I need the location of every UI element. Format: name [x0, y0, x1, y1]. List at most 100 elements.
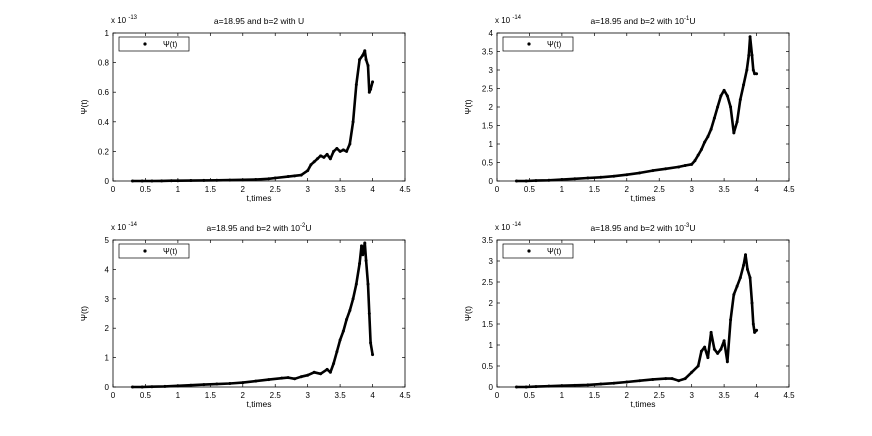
- y-tick-label: 3: [489, 66, 494, 75]
- x-tick-label: 3: [689, 391, 694, 400]
- legend: Ψ(t): [502, 243, 574, 259]
- chart-title: a=18.95 and b=2 with 10-1U: [590, 16, 695, 26]
- series-line: [516, 35, 757, 183]
- data-point: [363, 49, 367, 53]
- legend-label: Ψ(t): [547, 247, 562, 256]
- y-tick-label: 1: [105, 29, 110, 38]
- x-tick-label: 2.5: [654, 185, 666, 194]
- data-point: [709, 330, 713, 334]
- y-tick-label: 1.5: [482, 320, 494, 329]
- axis-scale-factor: x 10 -13: [111, 15, 138, 25]
- x-tick-label: 3.5: [719, 185, 731, 194]
- data-point: [364, 259, 368, 263]
- x-tick-label: 3.5: [335, 185, 347, 194]
- chart-title-suffix: U: [689, 16, 695, 26]
- legend-box: [118, 36, 190, 52]
- series-line: [132, 49, 374, 183]
- chart-title-exponent: -2: [300, 223, 306, 229]
- y-tick-label: 0.5: [482, 362, 494, 371]
- axes-box: [112, 32, 406, 182]
- series-line: [132, 241, 374, 389]
- data-point: [130, 179, 134, 183]
- legend-label: Ψ(t): [163, 40, 178, 49]
- y-tick-label: 0.2: [98, 147, 110, 156]
- chart-title-suffix: U: [305, 223, 311, 233]
- data-point: [683, 377, 687, 381]
- data-point: [573, 177, 577, 181]
- x-tick-label: 4.5: [783, 185, 795, 194]
- legend: Ψ(t): [502, 36, 574, 52]
- data-point: [160, 179, 164, 183]
- x-tick-label: 1: [176, 185, 181, 194]
- data-point: [312, 160, 316, 164]
- chart-title-text: a=18.95 and b=2 with 10: [590, 223, 684, 233]
- data-point: [677, 379, 681, 383]
- x-tick-label: 1: [560, 185, 565, 194]
- data-point: [612, 381, 616, 385]
- data-point: [338, 338, 342, 342]
- data-point: [354, 83, 358, 87]
- data-point: [315, 157, 319, 161]
- data-point: [683, 163, 687, 167]
- data-point: [169, 179, 173, 183]
- data-point: [722, 339, 726, 343]
- y-tick-label: 1: [489, 140, 494, 149]
- data-point: [369, 341, 373, 345]
- data-point: [742, 263, 746, 267]
- series-1: [130, 49, 375, 183]
- data-point: [722, 88, 726, 92]
- data-point: [140, 385, 144, 389]
- x-tick-label: 0.5: [140, 391, 152, 400]
- data-point: [612, 174, 616, 178]
- data-point: [176, 384, 180, 388]
- data-point: [361, 53, 365, 57]
- x-tick-label: 1.5: [205, 391, 217, 400]
- x-tick-label: 1.5: [589, 185, 601, 194]
- data-point: [150, 385, 154, 389]
- axis-scale-factor: x 10 -14: [495, 15, 522, 25]
- x-tick-label: 3: [689, 185, 694, 194]
- legend-box: [502, 36, 574, 52]
- data-point: [150, 179, 154, 183]
- data-point: [706, 356, 710, 360]
- data-point: [299, 375, 303, 379]
- data-point: [625, 380, 629, 384]
- x-tick-label: 2.5: [270, 185, 282, 194]
- data-point: [202, 383, 206, 387]
- y-tick-label: 0.5: [482, 159, 494, 168]
- data-point: [371, 80, 375, 84]
- data-point: [299, 173, 303, 177]
- chart-title-text: a=18.95 and b=2 with 10: [590, 16, 684, 26]
- x-tick-label: 2.5: [654, 391, 666, 400]
- x-axis-label: t,times: [630, 193, 655, 203]
- x-axis-label: t,times: [246, 193, 271, 203]
- data-point: [328, 370, 332, 374]
- data-point: [664, 377, 668, 381]
- legend-marker: [527, 249, 531, 253]
- axis-scale-exponent: -14: [512, 222, 521, 228]
- data-point: [309, 163, 313, 167]
- data-point: [322, 155, 326, 159]
- data-point: [750, 53, 754, 57]
- data-point: [738, 276, 742, 280]
- x-tick-label: 1: [560, 391, 565, 400]
- legend-marker: [143, 249, 147, 253]
- data-point: [547, 384, 551, 388]
- x-axis-label: t,times: [630, 399, 655, 409]
- y-tick-label: 3.5: [482, 48, 494, 57]
- x-tick-label: 2.5: [270, 391, 282, 400]
- data-point: [560, 178, 564, 182]
- legend-box: [502, 243, 574, 259]
- axis-scale-factor: x 10 -14: [495, 222, 522, 232]
- data-point: [332, 361, 336, 365]
- data-point: [709, 127, 713, 131]
- data-point: [712, 116, 716, 120]
- data-point: [586, 383, 590, 387]
- y-tick-label: 3.5: [482, 236, 494, 245]
- x-tick-label: 4.5: [399, 185, 411, 194]
- data-point: [753, 330, 757, 334]
- series-line: [516, 253, 758, 389]
- data-point: [699, 349, 703, 353]
- data-point: [748, 276, 752, 280]
